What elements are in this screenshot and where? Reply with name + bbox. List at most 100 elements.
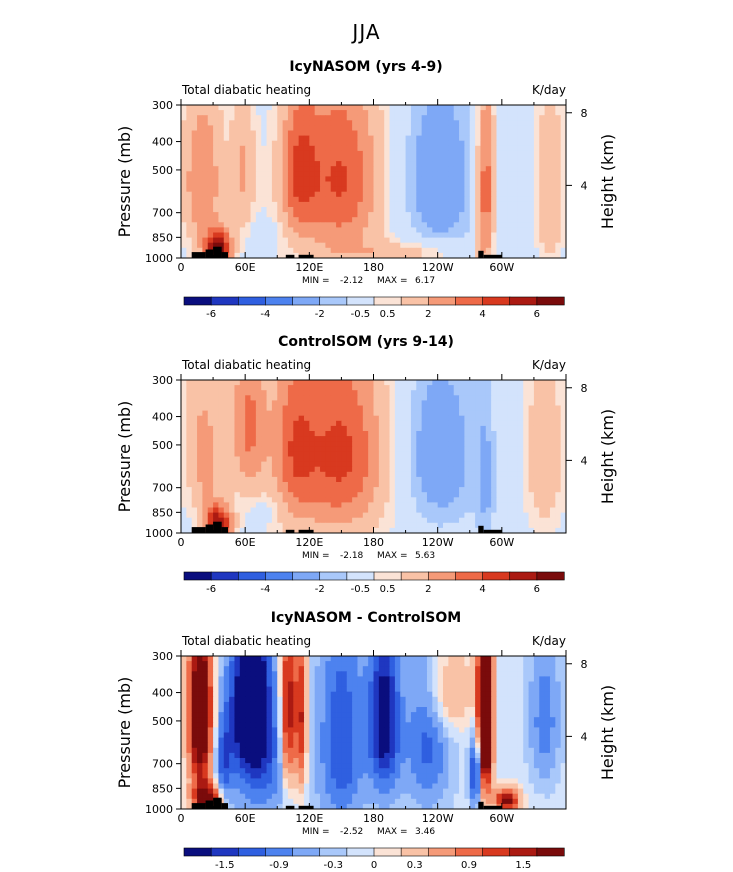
heatmap-cell [362,400,369,406]
heatmap-cell [410,446,417,452]
heatmap-cell [459,420,465,427]
heatmap-cell [320,522,326,529]
heatmap-cell [560,395,567,401]
heatmap-cell [245,181,251,187]
heatmap-cell [362,482,369,488]
heatmap-cell [421,666,428,672]
heatmap-cell [181,522,187,529]
heatmap-cell [271,482,278,488]
heatmap-cell [373,166,380,172]
heatmap-cell [389,140,396,147]
heatmap-cell [410,115,417,121]
heatmap-cell [207,451,214,457]
heatmap-cell [459,400,465,406]
heatmap-cell [277,502,283,508]
heatmap-cell [234,135,241,142]
heatmap-cell [549,492,556,498]
heatmap-cell [336,227,342,233]
heatmap-cell [266,166,273,172]
heatmap-cell [250,115,257,121]
land-mask [478,250,484,258]
heatmap-cell [266,476,273,483]
heatmap-cell [555,441,562,447]
heatmap-cell [368,456,374,462]
heatmap-cell [389,115,396,121]
heatmap-cell [293,666,300,672]
heatmap-cell [303,181,310,187]
heatmap-cell [555,666,562,672]
heatmap-cell [191,176,198,182]
heatmap-cell [394,161,401,167]
heatmap-cell [459,166,465,172]
heatmap-cell [362,145,369,152]
heatmap-cell [191,410,198,417]
heatmap-cell [464,171,471,177]
heatmap-cell [213,161,219,167]
colorbar-swatch [265,571,294,581]
heatmap-cell [432,252,439,259]
heatmap-cell [191,140,198,147]
heatmap-cell [496,661,503,667]
heatmap-cell [507,456,513,462]
heatmap-cell [202,196,209,203]
heatmap-cell [245,125,251,131]
heatmap-cell [539,140,546,147]
heatmap-cell [544,120,551,126]
heatmap-cell [410,207,417,213]
heatmap-cell [400,390,406,396]
heatmap-cell [202,676,209,682]
heatmap-cell [186,410,193,417]
heatmap-cell [389,492,396,498]
heatmap-cell [239,120,246,126]
colorbar-swatch [319,296,348,306]
heatmap-cell [443,252,449,259]
heatmap-cell [223,110,230,116]
heatmap-cell [555,497,562,503]
heatmap-cell [539,425,546,432]
heatmap-cell [373,115,380,121]
heatmap-cell [475,212,481,218]
heatmap-cell [459,161,465,167]
heatmap-cell [202,431,209,437]
min-value: -2.12 [340,276,363,286]
heatmap-cell [416,150,423,157]
heatmap-cell [336,395,342,401]
heatmap-cell [336,252,342,259]
heatmap-cell [373,425,380,432]
heatmap-cell [213,125,219,131]
heatmap-cell [421,456,428,462]
heatmap-cell [528,410,535,417]
heatmap-cell [234,242,241,249]
heatmap-cell [357,222,364,228]
heatmap-cell [314,380,321,386]
heatmap-cell [544,176,551,182]
heatmap-cell [362,150,369,157]
heatmap-cell [517,410,524,417]
heatmap-cell [485,380,492,386]
heatmap-cell [544,191,551,198]
heatmap-cell [491,110,497,116]
heatmap-cell [346,451,353,457]
heatmap-cell [491,135,497,142]
heatmap-cell [421,237,428,244]
heatmap-cell [346,492,353,498]
heatmap-cell [384,676,390,682]
heatmap-cell [528,461,535,468]
heatmap-cell [432,671,439,677]
heatmap-cell [507,661,513,667]
heatmap-cell [384,436,390,442]
heatmap-cell [255,492,262,498]
heatmap-cell [245,212,251,218]
heatmap-cell [250,120,257,126]
heatmap-cell [443,166,449,172]
heatmap-cell [555,201,562,208]
heatmap-cell [266,461,273,468]
heatmap-cell [181,222,187,228]
max-value: 5.63 [415,551,435,561]
heatmap-cell [271,425,278,432]
heatmap-cell [378,105,385,111]
heatmap-cell [293,222,300,228]
heatmap-cell [330,425,337,432]
heatmap-cell [416,171,423,177]
